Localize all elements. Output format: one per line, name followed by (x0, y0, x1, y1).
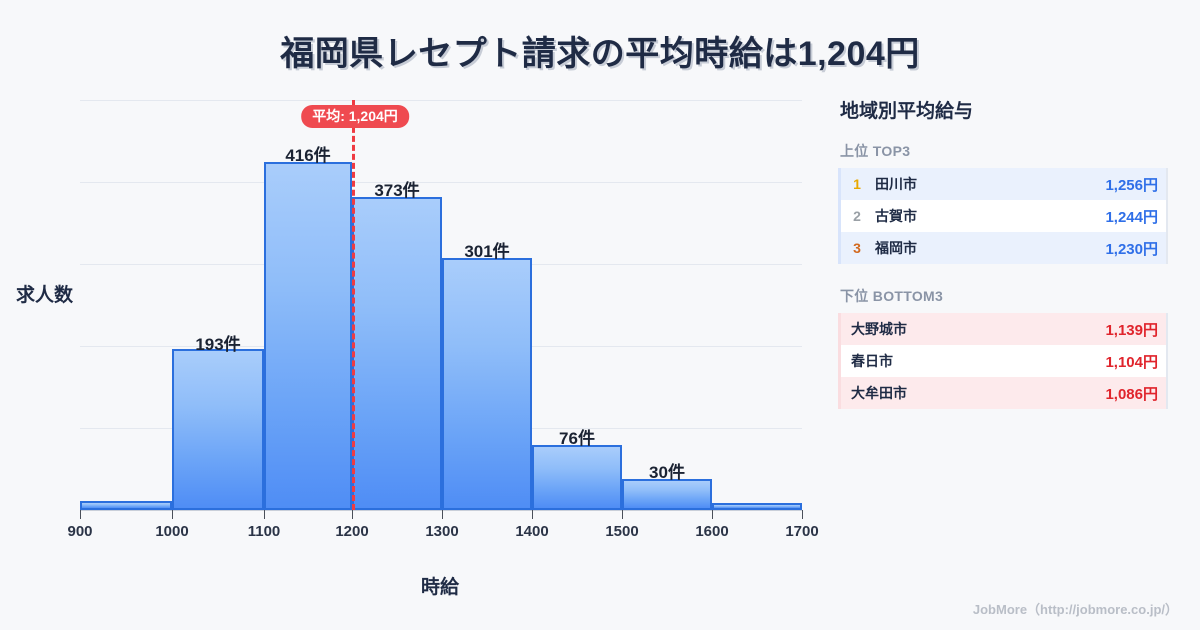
page-title: 福岡県レセプト請求の平均時給は1,204円 (280, 35, 920, 73)
top3-heading: 上位 TOP3 (840, 143, 911, 159)
rank-number: 3 (853, 240, 861, 256)
rank-number: 2 (853, 208, 861, 224)
x-tick (622, 510, 623, 519)
list-item[interactable]: 1 田川市 1,256円 (841, 168, 1166, 200)
x-tick (802, 510, 803, 519)
region-value: 1,086円 (1105, 385, 1158, 403)
x-tick (532, 510, 533, 519)
region-value: 1,256円 (1105, 176, 1158, 194)
mean-badge: 平均: 1,204円 (301, 105, 409, 128)
x-tick-label: 1200 (335, 523, 369, 540)
x-tick (80, 510, 81, 519)
bottom3-heading: 下位 BOTTOM3 (840, 288, 944, 304)
bar-value-label: 193件 (195, 335, 241, 354)
list-item[interactable]: 2 古賀市 1,244円 (841, 200, 1166, 232)
panel-title: 地域別平均給与 (840, 101, 974, 122)
bar-900-1000[interactable] (80, 501, 172, 510)
x-tick-label: 1700 (785, 523, 819, 540)
bar-1300-1400[interactable] (442, 258, 532, 510)
list-item[interactable]: 大牟田市 1,086円 (841, 377, 1166, 409)
list-item[interactable]: 春日市 1,104円 (841, 345, 1166, 377)
bar-1500-1600[interactable] (622, 479, 712, 510)
x-tick-label: 1500 (605, 523, 639, 540)
gridline (80, 100, 802, 101)
x-tick-label: 1400 (515, 523, 549, 540)
bar-value-label: 416件 (285, 146, 331, 165)
x-tick (712, 510, 713, 519)
region-name: 福岡市 (875, 240, 917, 256)
region-value: 1,104円 (1105, 353, 1158, 371)
bar-value-label: 76件 (559, 429, 595, 448)
bar-1400-1500[interactable] (532, 445, 622, 510)
bar-1200-1300[interactable] (352, 197, 442, 510)
top3-list: 1 田川市 1,256円 2 古賀市 1,244円 3 福岡市 1,230円 (838, 168, 1168, 264)
region-value: 1,230円 (1105, 240, 1158, 258)
bottom3-list: 大野城市 1,139円 春日市 1,104円 大牟田市 1,086円 (838, 313, 1168, 409)
list-item[interactable]: 大野城市 1,139円 (841, 313, 1166, 345)
bar-1600-1700[interactable] (712, 503, 802, 510)
y-axis-label: 求人数 (16, 285, 74, 306)
rank-number: 1 (853, 176, 861, 192)
x-axis (80, 510, 802, 511)
list-item[interactable]: 3 福岡市 1,230円 (841, 232, 1166, 264)
footer-credit: JobMore（http://jobmore.co.jp/） (972, 602, 1178, 617)
regional-salary-panel: 地域別平均給与 上位 TOP3 1 田川市 1,256円 2 古賀市 1,244… (838, 96, 1168, 431)
region-name: 大牟田市 (851, 385, 907, 401)
x-axis-label: 時給 (420, 577, 459, 598)
bar-value-label: 301件 (464, 242, 510, 261)
gridline (80, 182, 802, 183)
region-name: 古賀市 (875, 208, 917, 224)
region-name: 大野城市 (851, 321, 907, 337)
x-tick-label: 1600 (695, 523, 729, 540)
region-value: 1,244円 (1105, 208, 1158, 226)
x-tick (352, 510, 353, 519)
bar-1000-1100[interactable] (172, 349, 264, 510)
x-tick-label: 1000 (155, 523, 189, 540)
x-tick-label: 1300 (425, 523, 459, 540)
mean-line (352, 100, 355, 510)
bar-value-label: 30件 (649, 463, 685, 482)
x-tick-label: 900 (67, 523, 93, 540)
bars-area (80, 100, 802, 510)
x-tick (264, 510, 265, 519)
x-tick-label: 1100 (247, 523, 281, 540)
x-tick (172, 510, 173, 519)
histogram-chart: 193件 416件 373件 301件 76件 30件 平均: 1,204円 9… (16, 100, 819, 598)
bar-value-label: 373件 (374, 181, 420, 200)
region-name: 田川市 (875, 176, 917, 192)
bar-1100-1200[interactable] (264, 162, 352, 510)
region-name: 春日市 (851, 353, 893, 369)
x-tick (442, 510, 443, 519)
region-value: 1,139円 (1105, 321, 1158, 339)
